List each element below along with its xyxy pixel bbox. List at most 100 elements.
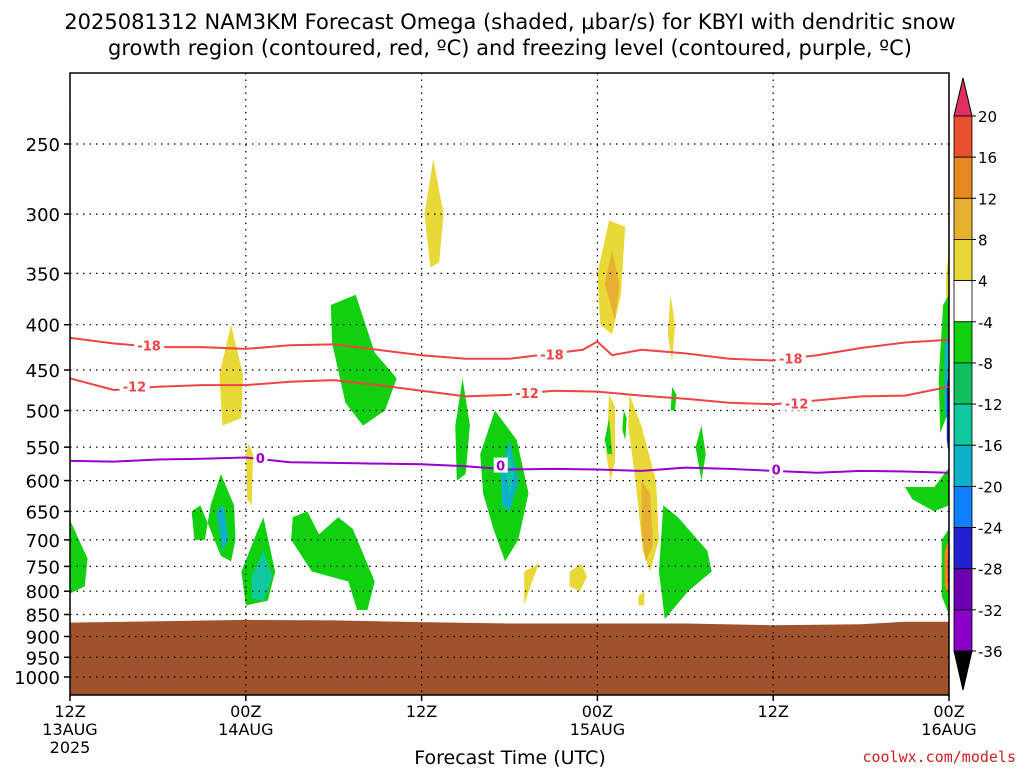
omega-region-18 xyxy=(251,550,273,601)
colorbar-bottom-arrow xyxy=(953,650,973,691)
omega-region-7 xyxy=(641,480,654,562)
colorbar-label-2: 12 xyxy=(978,190,997,208)
contour-label-3: -12 xyxy=(123,381,147,396)
contour-label-4: -12 xyxy=(515,387,539,402)
x-tick-label-0-1: 12Z xyxy=(54,702,85,721)
colorbar-box-8 xyxy=(953,444,973,487)
colorbar-label-5: -4 xyxy=(978,314,993,332)
contour-label-bg-3 xyxy=(119,378,150,394)
y-tick-label-450: 450 xyxy=(26,361,60,382)
y-tick-label-400: 400 xyxy=(26,316,60,337)
colorbar: 20 16 12 8 4 -4 -8 -12 -16 -20 -24 -28 -32 -36 xyxy=(953,77,1003,691)
x-tick-label-0-3: 2025 xyxy=(50,738,91,757)
y-tick-label-1000: 1000 xyxy=(14,668,60,689)
omega-region-30 xyxy=(905,467,949,512)
y-tick-label-500: 500 xyxy=(26,402,60,423)
x-tick-label-3-2: 15AUG xyxy=(570,720,625,739)
x-tick-label-5-2: 16AUG xyxy=(921,720,976,739)
omega-region-4 xyxy=(604,250,620,320)
contour-line-0 xyxy=(70,336,949,362)
omega-region-29 xyxy=(622,410,627,441)
contour-label-bg-1 xyxy=(536,346,567,362)
contour-label-6: 0 xyxy=(256,452,265,467)
colorbar-box-3 xyxy=(953,239,973,282)
colorbar-box-0 xyxy=(953,115,973,158)
omega-region-13 xyxy=(70,520,88,594)
colorbar-box-12 xyxy=(953,609,973,652)
omega-region-0 xyxy=(219,324,243,426)
omega-region-26 xyxy=(604,418,613,455)
plot-frame xyxy=(69,72,950,696)
contour-label-1: -18 xyxy=(540,348,564,363)
y-tick-label-800: 800 xyxy=(26,582,60,603)
colorbar-label-6: -8 xyxy=(978,355,993,373)
colorbar-box-5 xyxy=(953,321,973,364)
contour-label-bg-2 xyxy=(775,350,806,366)
contour-label-8: 0 xyxy=(772,464,781,479)
y-tick-label-950: 950 xyxy=(26,648,60,669)
y-tick-label-600: 600 xyxy=(26,472,60,493)
contour-line-2 xyxy=(70,456,949,474)
colorbar-label-11: -28 xyxy=(978,561,1003,579)
x-tick-label-1-1: 00Z xyxy=(230,702,261,721)
contour-label-7: 0 xyxy=(496,460,505,475)
colorbar-label-1: 16 xyxy=(978,149,997,167)
omega-region-16 xyxy=(191,505,208,540)
plot-area: -18 -18 -18 -12 -12 -12 0 0 0 xyxy=(69,72,950,696)
contour-label-bg-0 xyxy=(134,337,165,353)
y-tick-label-300: 300 xyxy=(26,205,60,226)
x-tick-label-1-2: 14AUG xyxy=(218,720,273,739)
contour-line-1 xyxy=(70,377,949,406)
omega-region-1 xyxy=(245,443,254,506)
colorbar-label-4: 4 xyxy=(978,273,988,291)
colorbar-label-13: -36 xyxy=(978,643,1003,661)
credit-text: coolwx.com/models xyxy=(862,748,1016,766)
y-axis: 2503003504004505005506006507007508008509… xyxy=(14,135,70,689)
colorbar-box-9 xyxy=(953,485,973,528)
contour-label-bg-6 xyxy=(253,450,268,466)
x-tick-label-4-1: 12Z xyxy=(758,702,789,721)
colorbar-box-11 xyxy=(953,568,973,611)
omega-region-11 xyxy=(638,591,645,606)
colorbar-top-arrow xyxy=(953,77,973,117)
chart-title-line-1: 2025081312 NAM3KM Forecast Omega (shaded… xyxy=(64,10,955,34)
contour-label-bg-8 xyxy=(769,461,784,477)
omega-region-21 xyxy=(455,378,470,481)
colorbar-box-10 xyxy=(953,527,973,570)
colorbar-label-7: -12 xyxy=(978,396,1003,414)
colorbar-label-8: -16 xyxy=(978,437,1003,455)
omega-region-27 xyxy=(695,425,706,481)
contour-label-bg-5 xyxy=(781,395,812,411)
omega-region-15 xyxy=(216,505,229,551)
omega-region-6 xyxy=(628,394,659,572)
contour-label-2: -18 xyxy=(779,353,803,368)
y-tick-label-750: 750 xyxy=(26,557,60,578)
contour-label-bg-4 xyxy=(512,385,543,401)
omega-region-20 xyxy=(330,294,397,426)
colorbar-label-9: -20 xyxy=(978,478,1003,496)
omega-region-19 xyxy=(291,511,375,610)
omega-region-9 xyxy=(524,563,539,606)
x-tick-label-0-2: 13AUG xyxy=(42,720,97,739)
colorbar-box-1 xyxy=(953,156,973,199)
x-tick-label-5-1: 00Z xyxy=(933,702,964,721)
y-tick-label-350: 350 xyxy=(26,264,60,285)
omega-region-8 xyxy=(667,294,675,362)
plot-layers: -18 -18 -18 -12 -12 -12 0 0 0 xyxy=(70,73,949,695)
terrain-fill xyxy=(70,619,949,695)
y-tick-label-650: 650 xyxy=(26,502,60,523)
y-tick-label-250: 250 xyxy=(26,135,60,156)
contour-label-bg-7 xyxy=(493,457,508,473)
y-tick-label-550: 550 xyxy=(26,438,60,459)
x-axis-label: Forecast Time (UTC) xyxy=(414,747,605,768)
omega-region-25 xyxy=(658,505,712,619)
x-tick-label-3-1: 00Z xyxy=(582,702,613,721)
colorbar-label-3: 8 xyxy=(978,231,988,249)
colorbar-label-12: -32 xyxy=(978,602,1003,620)
y-tick-label-900: 900 xyxy=(26,627,60,648)
colorbar-box-6 xyxy=(953,362,973,405)
omega-region-2 xyxy=(424,159,444,268)
colorbar-label-0: 20 xyxy=(978,108,997,126)
